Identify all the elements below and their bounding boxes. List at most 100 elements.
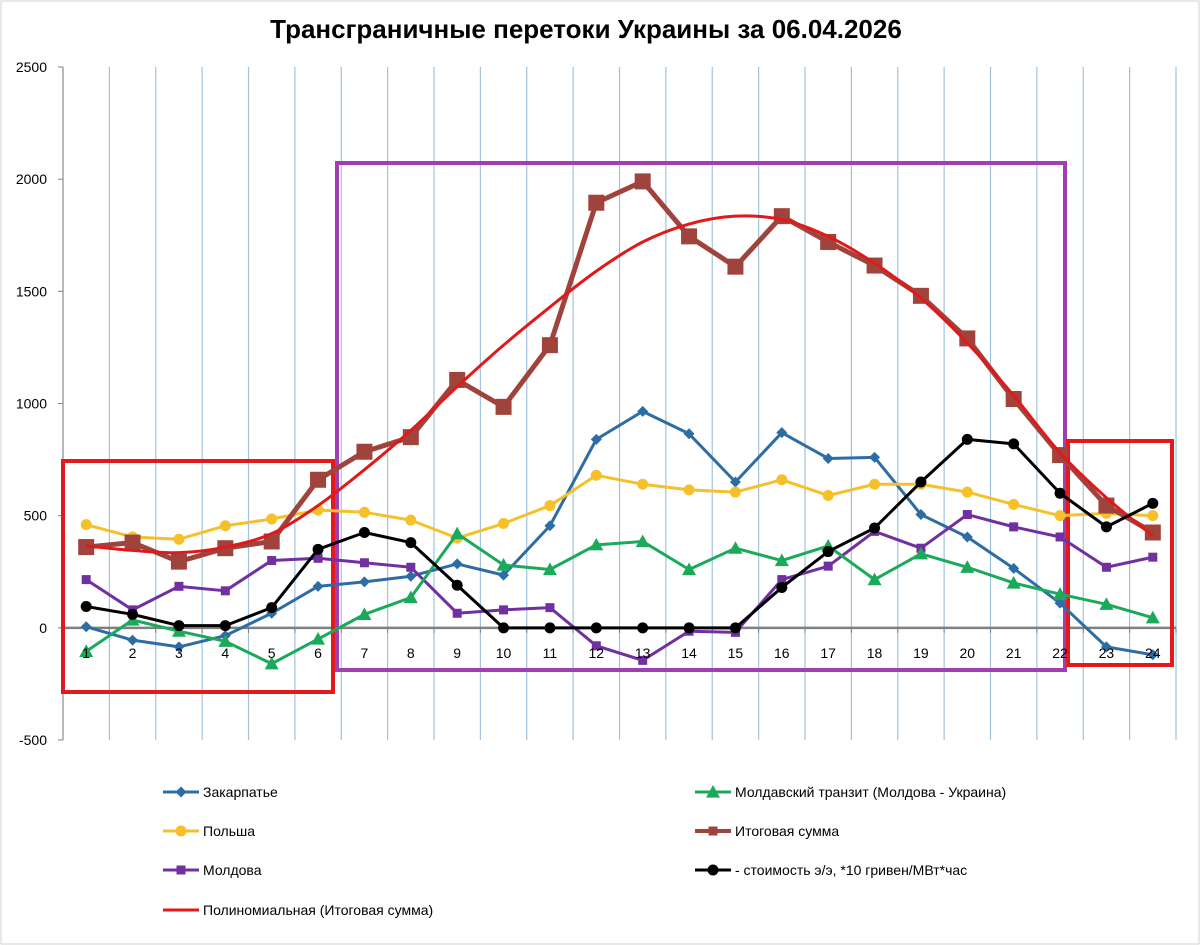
- series-0-point: [1054, 597, 1066, 609]
- x-tick-label: 19: [913, 645, 929, 661]
- series-1-point: [173, 533, 185, 545]
- series-1-point: [776, 474, 788, 486]
- series-2-point: [81, 575, 91, 585]
- series-1-point: [544, 500, 556, 512]
- series-3-point: [542, 562, 557, 576]
- series-0-point: [915, 509, 927, 521]
- series-3-point: [960, 560, 975, 573]
- series-3-point: [1099, 597, 1114, 610]
- series-3-point: [635, 534, 650, 548]
- series-3-point: [79, 644, 94, 657]
- series-2-point: [267, 556, 277, 566]
- series-3-point: [403, 590, 418, 604]
- x-tick-label: 22: [1052, 645, 1068, 661]
- series-0-point: [80, 621, 92, 633]
- legend-label: Молдавский транзит (Молдова - Украина): [735, 784, 1006, 800]
- series-3-point: [867, 572, 882, 586]
- x-tick-label: 18: [867, 645, 883, 661]
- series-3-point: [1006, 575, 1021, 589]
- series-3-point: [264, 656, 279, 670]
- series-0-point: [405, 570, 417, 582]
- legend-label: - стоимость э/э, *10 гривен/МВт*час: [735, 862, 967, 878]
- series-3-point: [728, 541, 743, 554]
- series-0-point: [358, 576, 370, 588]
- series-3-point: [682, 562, 697, 576]
- x-tick-label: 7: [361, 645, 369, 661]
- series-3-point: [311, 632, 326, 645]
- series-3-point: [450, 526, 465, 540]
- series-2-point: [1148, 552, 1158, 562]
- series-2-point: [313, 553, 323, 563]
- series-4-point: [310, 471, 327, 488]
- legend-swatch-marker: [708, 826, 718, 836]
- series-4-point: [634, 173, 651, 190]
- series-1-point: [266, 513, 278, 525]
- series-3-point: [589, 537, 604, 551]
- series-5-point: [219, 620, 231, 632]
- y-tick-label: 2000: [16, 171, 47, 187]
- x-tick-label: 15: [728, 645, 744, 661]
- series-0-point: [1008, 562, 1020, 574]
- series-3-point: [1145, 610, 1160, 624]
- series-5-point: [498, 622, 510, 634]
- x-tick-label: 12: [589, 645, 605, 661]
- series-5-point: [961, 433, 973, 445]
- series-4-point: [727, 258, 744, 275]
- series-2-point: [1101, 562, 1111, 572]
- series-5-point: [1054, 487, 1066, 499]
- series-1-point: [1147, 510, 1159, 522]
- series-1-point: [637, 478, 649, 490]
- series-0-point: [822, 452, 834, 464]
- annotation-box: [61, 459, 335, 694]
- series-4-point: [124, 534, 141, 551]
- series-2-point: [638, 655, 648, 665]
- series-0-point: [590, 433, 602, 445]
- x-tick-label: 14: [681, 645, 697, 661]
- y-tick-label: -500: [19, 732, 47, 748]
- trendline-polynomial: [86, 214, 1154, 555]
- series-1-point: [683, 484, 695, 496]
- x-tick-label: 16: [774, 645, 790, 661]
- series-2-point: [1009, 522, 1019, 532]
- series-0-point: [729, 476, 741, 488]
- series-4-point: [495, 398, 512, 415]
- series-1-point: [822, 489, 834, 501]
- legend-swatch-marker: [175, 825, 187, 837]
- series-1-point: [590, 469, 602, 481]
- series-5-point: [776, 581, 788, 593]
- series-5-point: [822, 546, 834, 558]
- series-2-point: [406, 562, 416, 572]
- x-tick-label: 9: [453, 645, 461, 661]
- series-5-point: [80, 601, 92, 613]
- series-3-point: [1053, 587, 1068, 600]
- series-1-point: [219, 520, 231, 532]
- chart-title: Трансграничные перетоки Украины за 06.04…: [270, 14, 902, 44]
- y-tick-label: 1000: [16, 396, 47, 412]
- series-0-point: [127, 634, 139, 646]
- annotation-box: [1066, 439, 1174, 667]
- series-0-point: [312, 580, 324, 592]
- series-3-point: [496, 558, 511, 571]
- x-tick-label: 5: [268, 645, 276, 661]
- y-tick-label: 0: [39, 620, 47, 636]
- legend-label: Польша: [203, 823, 255, 839]
- series-3-point: [357, 607, 372, 620]
- series-0-point: [683, 428, 695, 440]
- series-5-line: [85, 437, 1154, 630]
- series-5-point: [266, 602, 278, 614]
- legend-swatch-marker: [176, 865, 186, 875]
- series-1-point: [405, 514, 417, 526]
- series-2-point: [545, 603, 555, 613]
- series-5-point: [683, 622, 695, 634]
- legend-label: Закарпатье: [203, 784, 278, 800]
- series-2-point: [777, 575, 787, 585]
- series-0-point: [498, 569, 510, 581]
- series-5-point: [127, 608, 139, 620]
- series-4-point: [1098, 497, 1115, 514]
- series-5-point: [590, 622, 602, 634]
- series-1-point: [80, 519, 92, 531]
- series-1-point: [1054, 510, 1066, 522]
- series-0-point: [1147, 649, 1159, 661]
- x-tick-label: 17: [820, 645, 836, 661]
- x-tick-label: 11: [543, 645, 558, 661]
